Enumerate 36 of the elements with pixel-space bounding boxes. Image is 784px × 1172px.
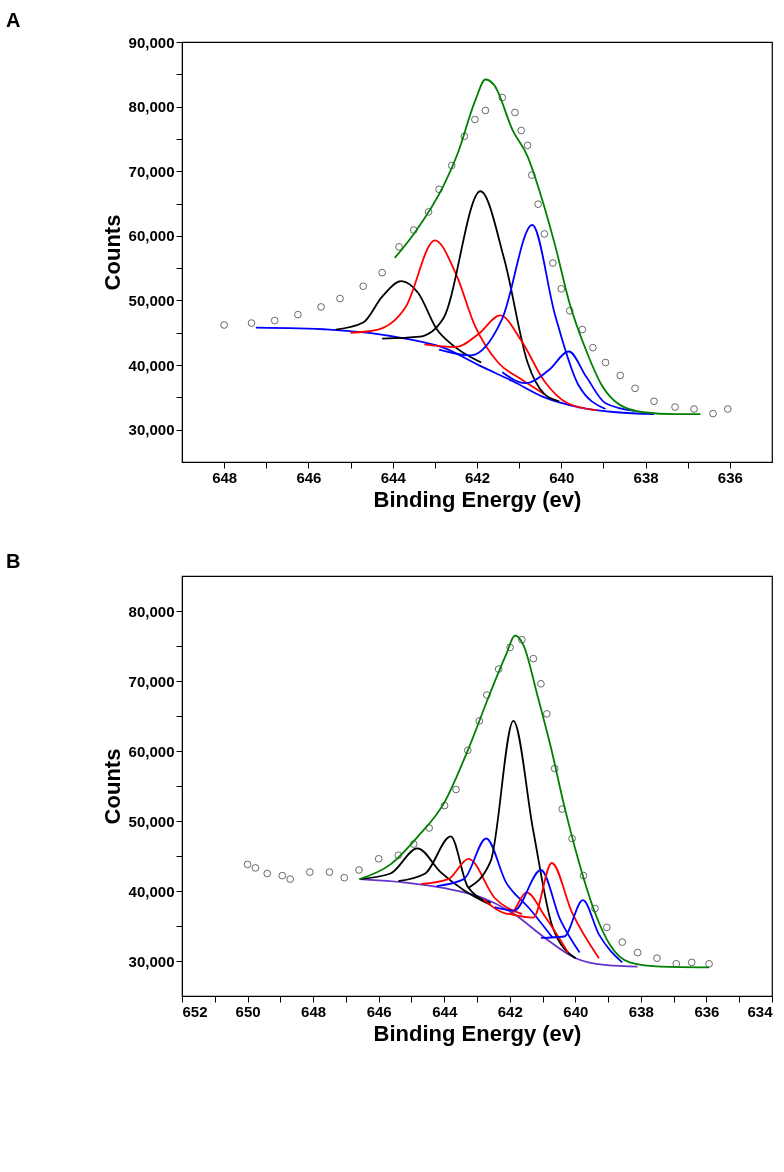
x-tick-label: 636 xyxy=(694,1002,720,1020)
y-tick-label: 70,000 xyxy=(128,672,175,690)
y-tick-label: 30,000 xyxy=(128,421,175,439)
text: A xyxy=(6,9,21,31)
x-tick-label: 640 xyxy=(549,468,575,486)
x-tick-label: 636 xyxy=(717,468,743,486)
x-tick-label: 650 xyxy=(235,1002,261,1020)
y-tick-label: 60,000 xyxy=(128,227,175,245)
x-tick-label: 652 xyxy=(182,1002,208,1020)
x-tick-label: 644 xyxy=(432,1002,458,1020)
x-tick-label: 642 xyxy=(497,1002,523,1020)
x-tick-label: 634 xyxy=(747,1002,774,1020)
x-tick-label: 642 xyxy=(464,468,491,486)
x-axis-title: Binding Energy (ev) xyxy=(373,486,582,512)
x-tick-label: 646 xyxy=(296,468,322,486)
x-tick-label: 648 xyxy=(301,1002,327,1020)
y-tick-label: 40,000 xyxy=(128,356,175,374)
x-tick-label: 648 xyxy=(212,468,238,486)
y-tick-label: 40,000 xyxy=(128,882,175,900)
y-axis-title: Counts xyxy=(99,748,125,825)
x-tick-label: 638 xyxy=(628,1002,654,1020)
x-tick-label: 640 xyxy=(563,1002,589,1020)
x-tick-label: 644 xyxy=(380,468,407,486)
x-axis-title: Binding Energy (ev) xyxy=(373,1020,582,1046)
y-tick-label: 70,000 xyxy=(128,162,175,180)
x-tick-label: 638 xyxy=(633,468,659,486)
y-tick-label: 50,000 xyxy=(128,812,175,830)
x-tick-label: 646 xyxy=(366,1002,392,1020)
y-tick-label: 80,000 xyxy=(128,602,175,620)
y-tick-label: 80,000 xyxy=(128,98,175,116)
y-tick-label: 30,000 xyxy=(128,952,175,970)
text: B xyxy=(6,550,21,572)
y-tick-label: 60,000 xyxy=(128,742,175,760)
y-tick-label: 50,000 xyxy=(128,291,175,309)
y-tick-label: 90,000 xyxy=(128,33,175,51)
y-axis-title: Counts xyxy=(99,214,125,291)
